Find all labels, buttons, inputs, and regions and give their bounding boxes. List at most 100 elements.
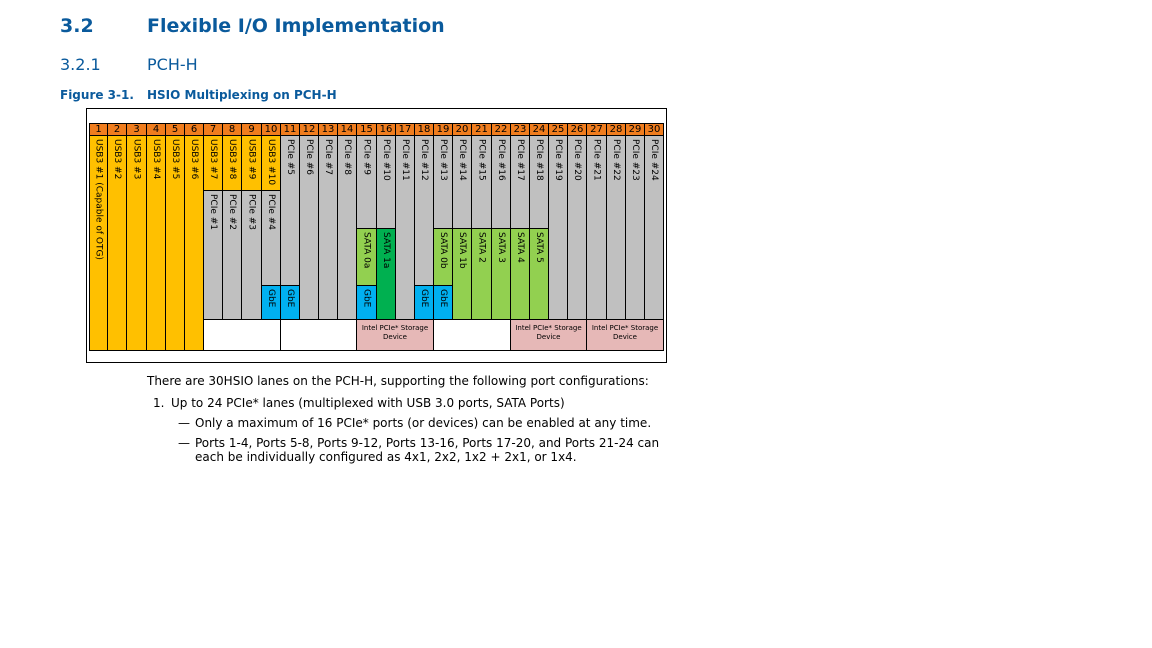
- pcie-low-3-label: PCIe #3: [246, 194, 257, 231]
- usb3-lane-10: USB3 #10: [262, 136, 281, 191]
- lane-header-21: 21: [472, 123, 492, 136]
- usb3-lane-4-label: USB3 #4: [151, 139, 161, 180]
- lane-header-22: 22: [492, 123, 511, 136]
- pcie-lane-19: PCIe #13: [434, 136, 453, 229]
- sata-lane-19: SATA 0b: [434, 229, 453, 286]
- usb3-lane-9-label: USB3 #9: [246, 139, 257, 180]
- sata-lane-20-label: SATA 1b: [457, 232, 467, 269]
- pcie-lane-21: PCIe #15: [472, 136, 492, 229]
- lane-header-6: 6: [185, 123, 204, 136]
- sata-lane-16: SATA 1a: [377, 229, 396, 320]
- lane-header-3: 3: [127, 123, 147, 136]
- gbe-lane-15-label: GbE: [361, 289, 372, 308]
- lane-header-17: 17: [396, 123, 415, 136]
- lane-header-28: 28: [607, 123, 626, 136]
- storage-device-lanes-23-26: Intel PCIe* Storage Device: [511, 320, 587, 351]
- lane-header-14: 14: [338, 123, 357, 136]
- gbe-lane-18: GbE: [415, 286, 434, 320]
- storage-device-lanes-15-18: Intel PCIe* Storage Device: [357, 320, 434, 351]
- pcie-lane-22-label: PCIe #16: [496, 139, 506, 181]
- sata-lane-19-label: SATA 0b: [438, 232, 448, 269]
- pcie-lane-15: PCIe #9: [357, 136, 377, 229]
- pcie-lane-14: PCIe #8: [338, 136, 357, 320]
- lane-header-19: 19: [434, 123, 453, 136]
- pcie-lane-18-label: PCIe #12: [419, 139, 429, 181]
- hsio-lane-diagram: 1 2 3 4 5 6 7 8 9 10 11 12 13 14 15 16 17 18 19 20 21 22 23 24 2…: [89, 123, 664, 351]
- sata-lane-23-label: SATA 4: [515, 232, 525, 263]
- lane-header-23: 23: [511, 123, 530, 136]
- pcie-lane-17-label: PCIe #11: [400, 139, 410, 181]
- usb3-lane-7: USB3 #7: [204, 136, 223, 191]
- pcie-low-2-label: PCIe #2: [227, 194, 237, 231]
- pcie-lane-25: PCIe #19: [549, 136, 568, 320]
- lane-header-7: 7: [204, 123, 223, 136]
- usb3-lane-8-label: USB3 #8: [227, 139, 237, 180]
- pcie-lane-30-label: PCIe #24: [649, 139, 659, 181]
- lane-header-24: 24: [530, 123, 549, 136]
- pcie-low-4: PCIe #4: [262, 191, 281, 286]
- list-item-number: 1.: [153, 396, 165, 410]
- sub-bullet-1: — Only a maximum of 16 PCIe* ports (or d…: [178, 416, 651, 430]
- usb3-lane-5-label: USB3 #5: [170, 139, 180, 180]
- pcie-lane-18: PCIe #12: [415, 136, 434, 286]
- bottom-empty-3: [434, 320, 511, 351]
- usb3-lane-4: USB3 #4: [147, 136, 166, 351]
- dash-glyph: —: [178, 416, 190, 430]
- pcie-lane-30: PCIe #24: [645, 136, 664, 320]
- gbe-lane-19: GbE: [434, 286, 453, 320]
- usb3-lane-2: USB3 #2: [108, 136, 127, 351]
- lane-header-20: 20: [453, 123, 472, 136]
- usb3-lane-6-label: USB3 #6: [189, 139, 199, 180]
- pcie-lane-26-label: PCIe #20: [572, 139, 582, 181]
- pcie-lane-29-label: PCIe #23: [630, 139, 640, 181]
- section-number: 3.2: [60, 15, 94, 37]
- lane-header-15: 15: [357, 123, 377, 136]
- lane-header-8: 8: [223, 123, 242, 136]
- sub-bullet-text-line-1: Ports 1-4, Ports 5-8, Ports 9-12, Ports …: [195, 436, 660, 450]
- pcie-lane-28-label: PCIe #22: [611, 139, 621, 181]
- gbe-lane-10: GbE: [262, 286, 281, 320]
- sata-lane-22: SATA 3: [492, 229, 511, 320]
- pcie-lane-16-label: PCIe #10: [381, 139, 391, 181]
- pcie-lane-28: PCIe #22: [607, 136, 626, 320]
- lane-header-1: 1: [89, 123, 108, 136]
- usb3-lane-2-label: USB3 #2: [112, 139, 122, 180]
- sub-bullet-text-line-2: each be individually configured as 4x1, …: [195, 450, 577, 464]
- pcie-low-2: PCIe #2: [223, 191, 242, 320]
- usb3-lane-3: USB3 #3: [127, 136, 147, 351]
- storage-device-lanes-27-30: Intel PCIe* Storage Device: [587, 320, 664, 351]
- pcie-lane-20-label: PCIe #14: [457, 139, 467, 181]
- bottom-empty-1: [204, 320, 281, 351]
- pcie-lane-11: PCIe #5: [281, 136, 300, 286]
- sata-lane-24-label: SATA 5: [534, 232, 544, 263]
- body-intro: There are 30HSIO lanes on the PCH-H, sup…: [147, 374, 649, 388]
- lane-header-10: 10: [262, 123, 281, 136]
- list-item-text: Up to 24 PCIe* lanes (multiplexed with U…: [171, 396, 565, 410]
- lane-header-2: 2: [108, 123, 127, 136]
- pcie-lane-23-label: PCIe #17: [515, 139, 525, 181]
- figure-title: HSIO Multiplexing on PCH-H: [147, 88, 337, 102]
- usb3-lane-1: USB3 #1 (Capable of OTG): [89, 136, 108, 351]
- subsection-number: 3.2.1: [60, 55, 101, 74]
- pcie-lane-25-label: PCIe #19: [553, 139, 563, 181]
- usb3-lane-10-label: USB3 #10: [266, 139, 276, 186]
- figure-caption: Figure 3-1. HSIO Multiplexing on PCH-H: [60, 88, 337, 102]
- dash-glyph: —: [178, 436, 190, 450]
- pcie-lane-24: PCIe #18: [530, 136, 549, 229]
- sata-lane-16-label: SATA 1a: [381, 232, 391, 269]
- lane-header-16: 16: [377, 123, 396, 136]
- usb3-lane-3-label: USB3 #3: [131, 139, 142, 180]
- sata-lane-15-label: SATA 0a: [361, 232, 372, 269]
- pcie-low-1: PCIe #1: [204, 191, 223, 320]
- lane-header-30: 30: [645, 123, 664, 136]
- usb3-lane-8: USB3 #8: [223, 136, 242, 191]
- bottom-empty-2: [281, 320, 357, 351]
- lane-header-12: 12: [300, 123, 319, 136]
- lane-header-13: 13: [319, 123, 338, 136]
- usb3-lane-5: USB3 #5: [166, 136, 185, 351]
- pcie-lane-13: PCIe #7: [319, 136, 338, 320]
- gbe-lane-15: GbE: [357, 286, 377, 320]
- gbe-lane-11: GbE: [281, 286, 300, 320]
- sub-bullet-text: Only a maximum of 16 PCIe* ports (or dev…: [195, 416, 652, 430]
- gbe-lane-18-label: GbE: [419, 289, 429, 308]
